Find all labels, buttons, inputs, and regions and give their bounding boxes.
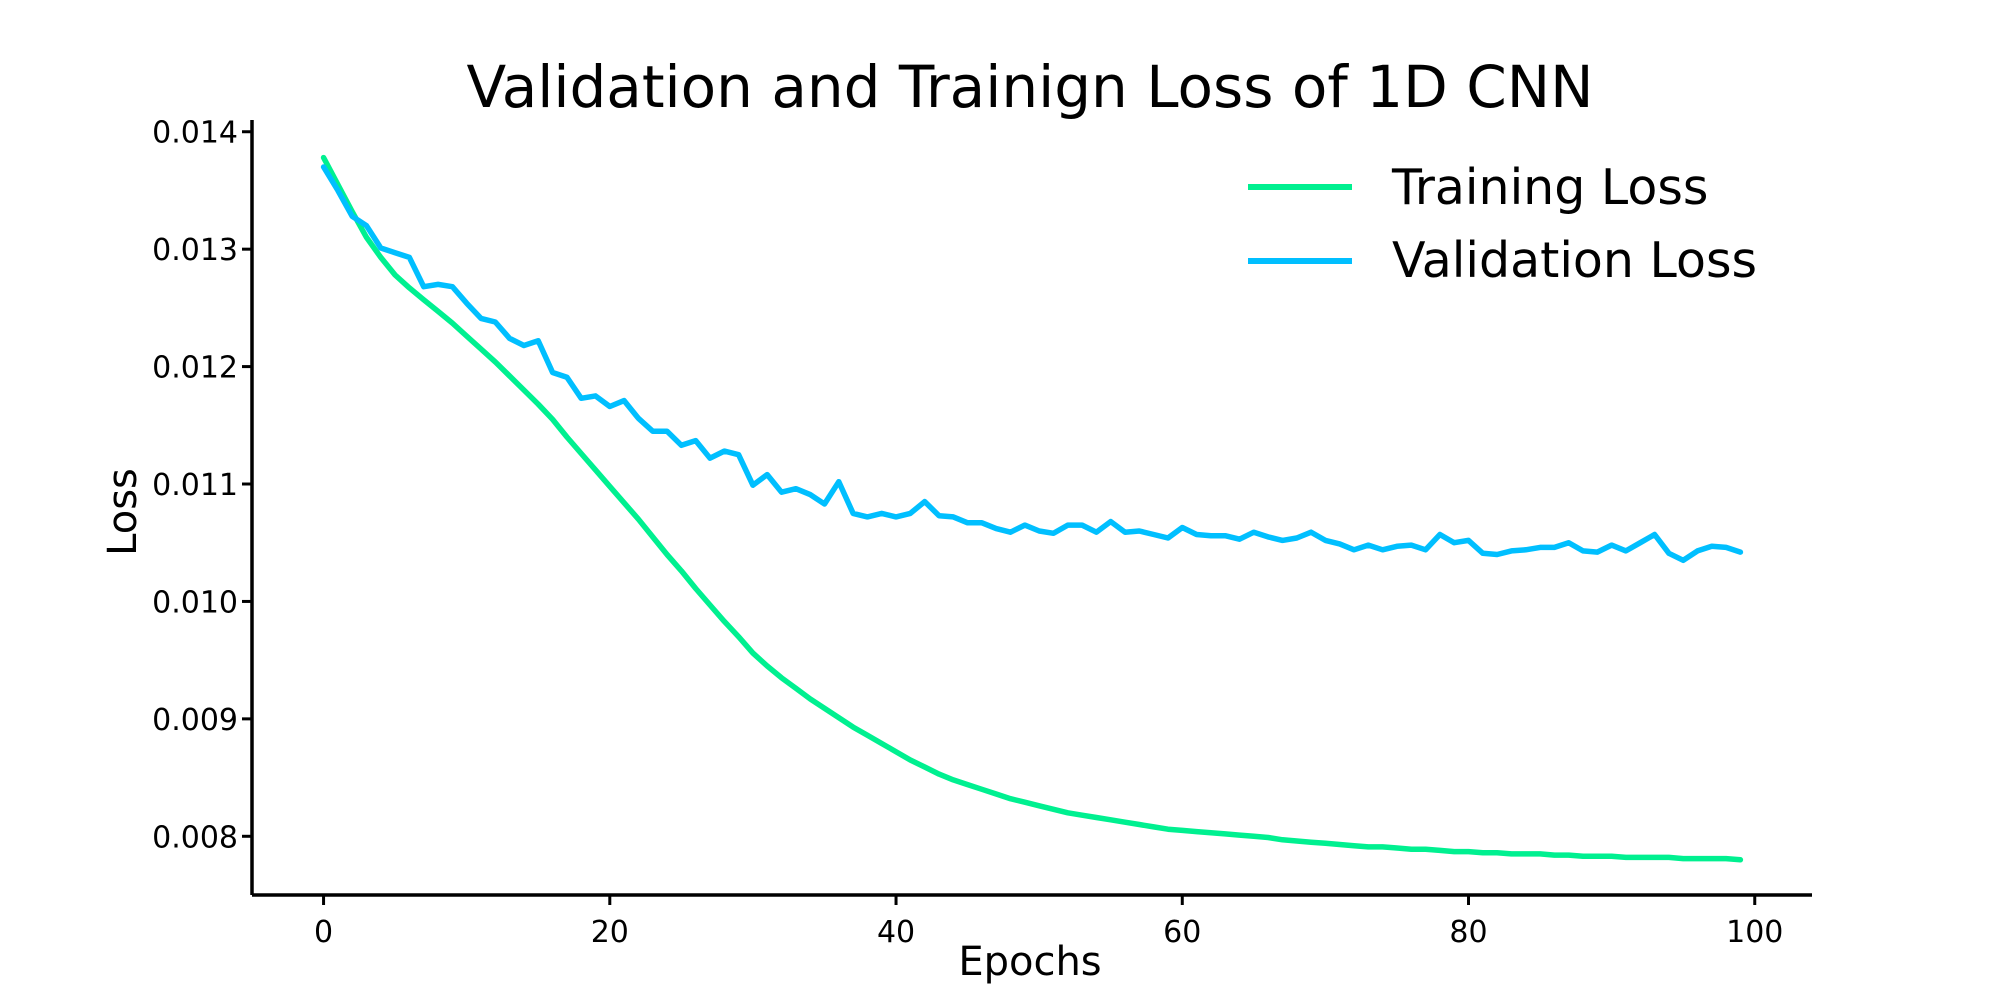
x-tick-label: 0 <box>314 915 333 950</box>
y-tick-label: 0.012 <box>152 351 238 386</box>
y-tick-label: 0.013 <box>152 233 238 268</box>
y-tick-label: 0.011 <box>152 468 238 503</box>
validation-loss-line <box>320 164 1744 564</box>
legend-label-training: Training Loss <box>1391 159 1708 216</box>
legend-label-validation: Validation Loss <box>1392 232 1757 289</box>
x-tick-label: 80 <box>1449 915 1487 950</box>
y-tick-label: 0.008 <box>152 820 238 855</box>
x-tick-label: 40 <box>877 915 915 950</box>
x-tick-label: 100 <box>1726 915 1783 950</box>
ticks-layer: 0 20 40 60 80 100 0.008 0.009 0.010 0.011 0.012 0.0… <box>152 116 1783 950</box>
x-tick-label: 60 <box>1163 915 1201 950</box>
y-axis-label: Loss <box>100 468 146 556</box>
y-tick-label: 0.014 <box>152 116 238 151</box>
training-loss-line <box>320 154 1744 863</box>
x-axis-label: Epochs <box>958 939 1101 985</box>
y-tick-label: 0.009 <box>152 703 238 738</box>
y-tick-label: 0.010 <box>152 585 238 620</box>
chart-title: Validation and Trainign Loss of 1D CNN <box>467 53 1594 121</box>
x-tick-label: 20 <box>591 915 629 950</box>
legend: Training Loss Validation Loss <box>1248 159 1757 289</box>
series-layer <box>320 154 1744 863</box>
